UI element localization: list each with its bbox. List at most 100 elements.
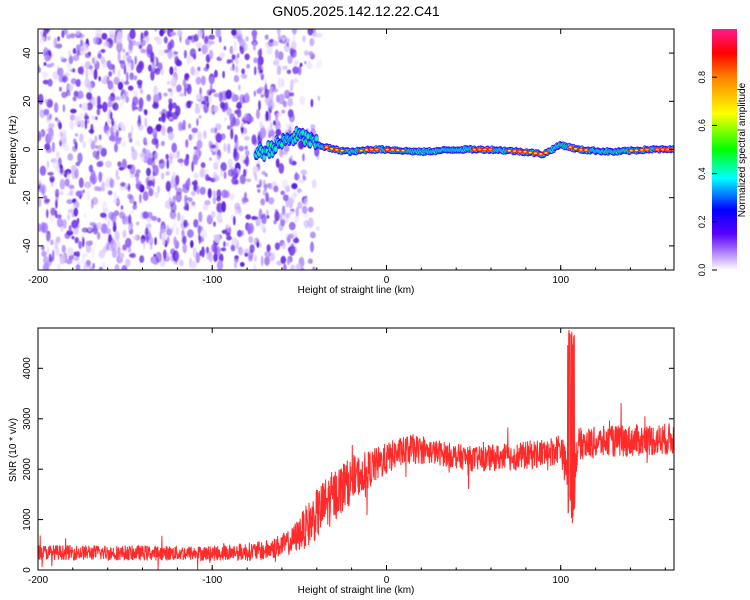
noise-blob	[176, 29, 183, 37]
noise-blob	[157, 185, 161, 194]
noise-blob	[304, 50, 309, 56]
x-tick-label: 0	[384, 275, 390, 286]
noise-blob	[233, 40, 237, 49]
noise-blob	[244, 248, 250, 254]
noise-blob	[234, 208, 240, 215]
noise-blob	[292, 230, 298, 237]
noise-blob	[47, 35, 51, 41]
track-peak-core	[568, 146, 572, 149]
noise-blob	[253, 254, 257, 262]
noise-blob	[210, 211, 216, 219]
noise-blob	[282, 263, 287, 270]
noise-blob	[41, 250, 47, 257]
noise-blob	[245, 150, 250, 157]
colorbar-ticks: 0.0 0.2 0.4 0.6 0.8	[697, 71, 717, 276]
noise-blob	[166, 159, 170, 170]
noise-blob	[45, 147, 52, 154]
noise-blob	[171, 142, 177, 153]
noise-blob	[246, 63, 251, 69]
noise-blob	[283, 144, 290, 153]
noise-blob	[198, 234, 202, 245]
noise-blob	[216, 212, 223, 223]
noise-blob	[117, 69, 121, 78]
noise-blob	[240, 73, 248, 79]
noise-blob	[257, 59, 262, 71]
noise-blob	[107, 101, 113, 108]
noise-blob	[88, 65, 94, 70]
x-tick-label: 100	[552, 275, 569, 286]
noise-blob	[91, 246, 95, 257]
colorbar: 0.0 0.2 0.4 0.6 0.8 Normalized spectral ampl…	[697, 29, 748, 276]
noise-blob	[311, 29, 316, 34]
noise-blob	[308, 206, 314, 213]
noise-blob	[43, 256, 49, 265]
noise-blob	[226, 107, 232, 116]
noise-blob	[290, 41, 297, 50]
waterfall-ylabel: Frequency (Hz)	[8, 116, 19, 185]
track-peak-core	[370, 148, 374, 151]
track-peak-core	[574, 147, 578, 150]
noise-blob	[77, 66, 84, 75]
noise-blob	[224, 224, 231, 229]
noise-blob	[145, 223, 152, 229]
noise-blob	[264, 78, 267, 84]
noise-blob	[223, 171, 227, 179]
noise-blob	[164, 200, 172, 210]
y-tick-label: 40	[22, 47, 33, 59]
track-peak-core	[335, 149, 339, 151]
noise-blob	[146, 167, 151, 177]
noise-blob	[39, 37, 45, 45]
noise-blob	[137, 114, 141, 124]
noise-blob	[81, 254, 86, 265]
noise-blob	[166, 80, 171, 86]
noise-blob	[281, 36, 286, 43]
track-core	[262, 156, 266, 159]
noise-blob	[280, 255, 287, 264]
noise-blob	[293, 173, 300, 181]
noise-blob	[120, 205, 124, 210]
noise-blob	[275, 158, 280, 168]
noise-blob	[83, 263, 88, 270]
noise-blob	[132, 90, 138, 97]
noise-blob	[56, 218, 64, 228]
noise-blob	[297, 201, 303, 210]
track-peak-core	[655, 148, 660, 151]
noise-blob	[80, 50, 85, 55]
noise-blob	[54, 210, 58, 218]
noise-blob	[126, 55, 132, 64]
noise-blob	[138, 44, 143, 49]
noise-blob	[276, 29, 281, 35]
noise-blob	[222, 70, 226, 79]
noise-blob	[282, 65, 288, 71]
track-peak-core	[359, 149, 363, 152]
noise-blob	[271, 88, 279, 93]
noise-blob	[177, 158, 184, 164]
noise-blob	[131, 149, 138, 161]
noise-blob	[161, 172, 165, 180]
noise-blob	[248, 255, 253, 262]
noise-blob	[47, 171, 54, 176]
noise-blob	[285, 200, 289, 208]
noise-blob	[289, 155, 293, 160]
noise-blob	[166, 236, 170, 245]
noise-blob	[80, 119, 85, 129]
noise-blob	[296, 188, 302, 194]
noise-blob	[152, 164, 159, 177]
noise-blob	[220, 162, 227, 172]
noise-blob	[175, 187, 183, 195]
noise-blob	[165, 153, 169, 160]
noise-blob	[72, 96, 77, 102]
track-peak-core	[539, 153, 543, 155]
noise-blob	[184, 194, 188, 204]
noise-blob	[259, 47, 262, 58]
noise-blob	[236, 101, 242, 110]
noise-blob	[200, 75, 206, 86]
noise-blob	[215, 29, 222, 38]
noise-blob	[174, 55, 179, 66]
noise-blob	[140, 48, 146, 54]
noise-blob	[192, 154, 199, 165]
y-tick-label: 4000	[22, 357, 33, 380]
noise-blob	[129, 29, 136, 40]
noise-blob	[223, 117, 228, 122]
noise-blob	[125, 52, 129, 56]
